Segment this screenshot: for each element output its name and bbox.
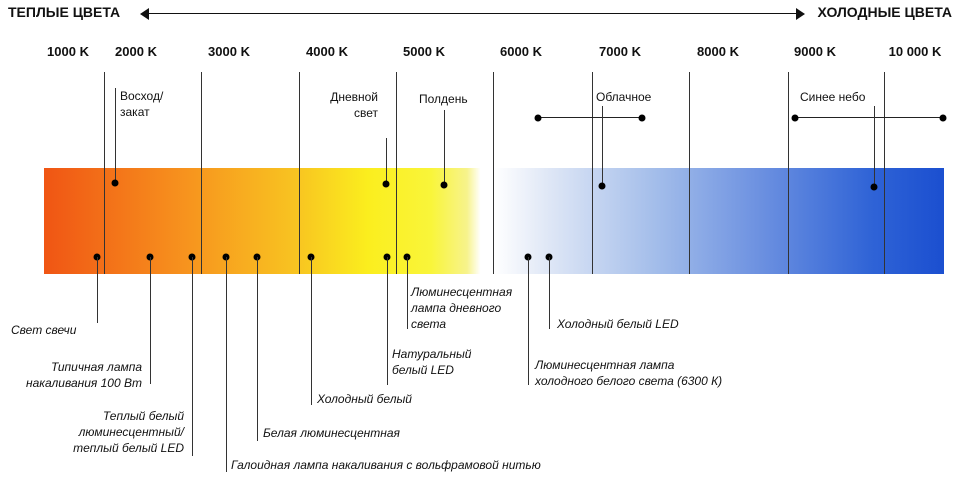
arrow-line (146, 13, 798, 14)
kelvin-label-9000: 9000 K (794, 44, 836, 59)
gridline-5000 (396, 72, 397, 274)
kelvin-label-6000: 6000 K (500, 44, 542, 59)
leader-halogen (226, 257, 227, 472)
kelvin-label-1000: 1000 K (47, 44, 89, 59)
leader-cool-fluor (528, 257, 529, 385)
label-cool-led: Холодный белый LED (557, 317, 679, 331)
kelvin-label-4000: 4000 K (306, 44, 348, 59)
marker-cloudy-start (534, 114, 542, 122)
label-daylight: Дневной свет (330, 90, 378, 120)
label-daylight-fluor: Люминесцентная лампа дневного света (411, 285, 513, 331)
leader-cool-white (311, 257, 312, 405)
label-cool-white: Холодный белый (317, 392, 412, 406)
label-warm-white: Теплый белый люминесцентный/ теплый белы… (73, 409, 184, 455)
arrow-left-icon (140, 8, 149, 20)
marker-cloudy (598, 182, 606, 190)
warm-colors-label: ТЕПЛЫЕ ЦВЕТА (8, 4, 121, 20)
leader-cool-led (549, 257, 550, 329)
gridline-10000 (884, 72, 885, 274)
marker-noon (440, 181, 448, 189)
label-halogen: Галоидная лампа накаливания с вольфрамов… (231, 458, 541, 472)
leader-incandescent (150, 257, 151, 384)
leader-white-fluor (257, 257, 258, 441)
label-cloudy: Облачное (596, 90, 652, 104)
leader-blue-sky (874, 106, 875, 186)
label-incandescent: Типичная лампа накаливания 100 Вт (26, 360, 142, 390)
marker-daylight (382, 180, 390, 188)
cool-colors-label: ХОЛОДНЫЕ ЦВЕТА (817, 4, 952, 20)
arrow-right-icon (796, 8, 805, 20)
kelvin-label-3000: 3000 K (208, 44, 250, 59)
kelvin-label-8000: 8000 K (697, 44, 739, 59)
marker-blue-sky (870, 183, 878, 191)
label-blue-sky: Синее небо (800, 90, 866, 104)
gridline-2000 (104, 72, 105, 274)
marker-blue-sky-end (939, 114, 947, 122)
leader-warm-white (192, 257, 193, 456)
leader-sunrise (115, 88, 116, 184)
kelvin-label-7000: 7000 K (599, 44, 641, 59)
gridline-8000 (689, 72, 690, 274)
gridline-4000 (299, 72, 300, 274)
marker-sunrise (111, 179, 119, 187)
gridline-9000 (788, 72, 789, 274)
label-cool-fluor: Люминесцентная лампа холодного белого св… (535, 358, 723, 388)
leader-daylight (386, 138, 387, 184)
kelvin-label-10000: 10 000 K (888, 44, 942, 59)
label-sunrise: Восход/ закат (120, 89, 164, 119)
gridline-3000 (201, 72, 202, 274)
gridline-6000 (493, 72, 494, 274)
range-blue-sky (795, 117, 944, 118)
leader-candle (97, 257, 98, 323)
label-white-fluor: Белая люминесцентная (263, 426, 400, 440)
leader-noon (444, 110, 445, 184)
label-candle: Свет свечи (11, 323, 77, 337)
marker-blue-sky-start (791, 114, 799, 122)
color-spectrum-bar (44, 168, 944, 274)
marker-cloudy-end (638, 114, 646, 122)
label-natural-led: Натуральный белый LED (392, 347, 472, 377)
gridline-7000 (592, 72, 593, 274)
range-cloudy (538, 117, 642, 118)
leader-cloudy (602, 106, 603, 186)
kelvin-label-5000: 5000 K (403, 44, 445, 59)
kelvin-label-2000: 2000 K (115, 44, 157, 59)
leader-daylight-fluor (407, 257, 408, 329)
leader-natural-led (387, 257, 388, 385)
label-noon: Полдень (419, 92, 468, 106)
